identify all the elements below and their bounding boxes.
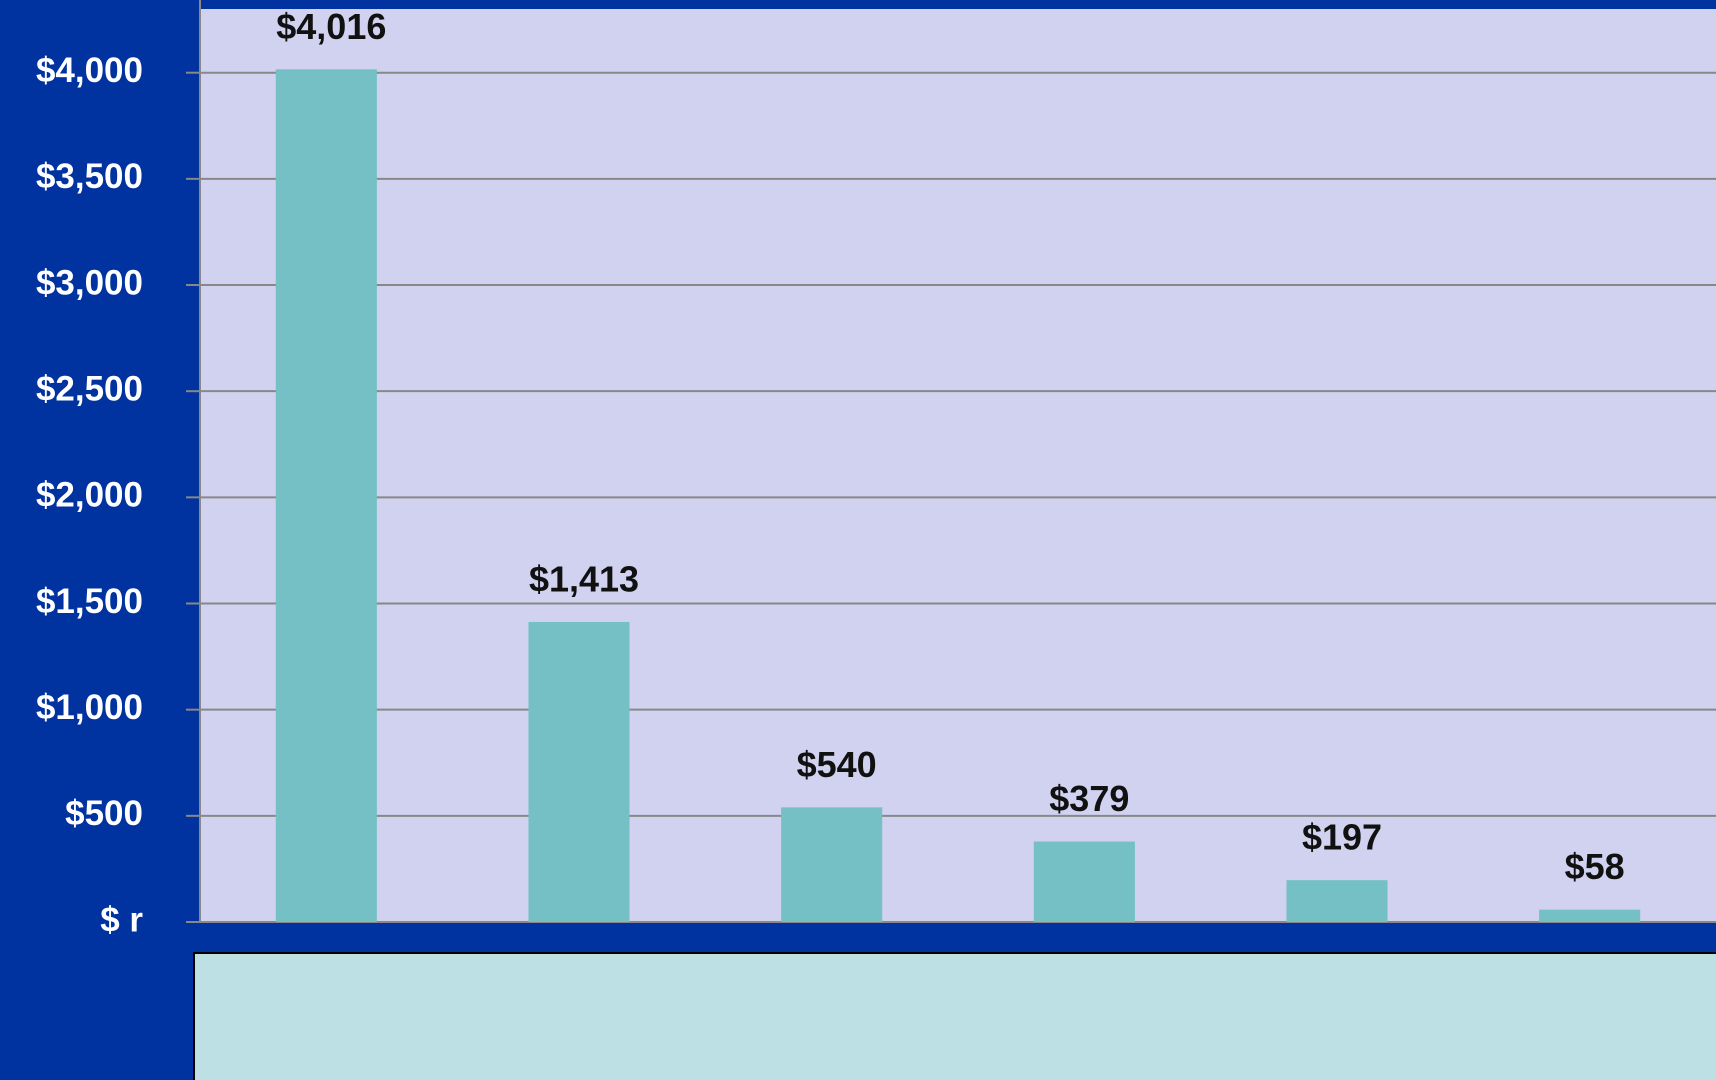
y-tick-label: $500 bbox=[65, 794, 143, 833]
bar bbox=[1033, 841, 1135, 922]
y-tick-label: $3,000 bbox=[36, 263, 143, 302]
value-label: $197 bbox=[1302, 817, 1382, 858]
value-label: $1,413 bbox=[529, 558, 639, 599]
y-tick-label: $1,000 bbox=[36, 688, 143, 727]
value-label: $540 bbox=[797, 744, 877, 785]
plot-area bbox=[200, 9, 1716, 922]
y-tick-label: $1,500 bbox=[36, 582, 143, 621]
value-label: $379 bbox=[1049, 778, 1129, 819]
bar bbox=[528, 621, 630, 922]
bar bbox=[1539, 909, 1641, 922]
lower-panel bbox=[193, 952, 1716, 1080]
y-tick-label: $ r bbox=[100, 900, 143, 939]
y-tick-label: $4,000 bbox=[36, 51, 143, 90]
y-tick-label: $2,500 bbox=[36, 369, 143, 408]
bar bbox=[1286, 880, 1388, 922]
value-label: $4,016 bbox=[276, 6, 386, 47]
bar bbox=[275, 69, 377, 922]
value-label: $58 bbox=[1565, 846, 1625, 887]
bar bbox=[781, 807, 883, 922]
y-tick-label: $3,500 bbox=[36, 157, 143, 196]
y-tick-label: $2,000 bbox=[36, 476, 143, 515]
